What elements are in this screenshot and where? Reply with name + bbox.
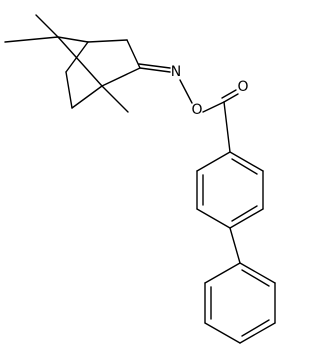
atom-label: O	[237, 79, 248, 95]
bond	[229, 208, 264, 229]
bond	[229, 151, 264, 172]
bond	[241, 319, 270, 337]
bond	[101, 85, 129, 113]
atom-label: N	[171, 64, 181, 80]
bond	[57, 36, 103, 87]
bond	[87, 39, 128, 43]
bond	[4, 36, 59, 43]
bond	[241, 269, 270, 287]
bond	[101, 67, 141, 87]
bond	[179, 79, 193, 104]
bond	[139, 67, 171, 73]
bond	[65, 41, 89, 73]
bonds	[4, 14, 276, 344]
bond	[35, 14, 59, 38]
bond	[231, 158, 258, 175]
bond	[138, 63, 171, 69]
atom-label: O	[191, 102, 202, 118]
bond	[196, 151, 231, 172]
bond	[196, 208, 231, 229]
bond	[223, 101, 231, 153]
bond	[229, 227, 241, 264]
bond	[221, 89, 237, 99]
bond	[239, 262, 276, 284]
bond	[223, 93, 239, 103]
bond	[126, 39, 141, 69]
bond	[71, 85, 103, 109]
bond	[204, 262, 241, 284]
bond	[239, 322, 276, 344]
bond	[204, 322, 241, 344]
bond	[231, 205, 258, 222]
bond	[65, 71, 73, 109]
bond	[202, 101, 225, 113]
bond	[57, 36, 89, 43]
